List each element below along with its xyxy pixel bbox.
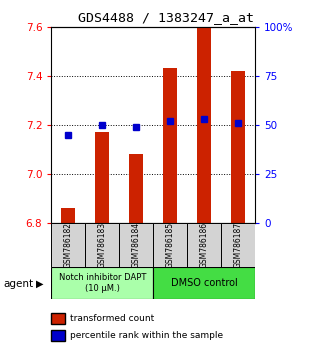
Text: GSM786185: GSM786185 [166, 222, 174, 268]
Bar [163, 68, 177, 223]
Bar [197, 27, 211, 223]
Text: GSM786182: GSM786182 [64, 222, 73, 268]
Text: GSM786187: GSM786187 [233, 222, 242, 268]
Bar [51, 267, 153, 299]
Bar [95, 132, 109, 223]
Text: percentile rank within the sample: percentile rank within the sample [70, 331, 223, 340]
Bar [119, 223, 153, 267]
Bar [129, 154, 143, 223]
Text: agent: agent [3, 279, 33, 289]
Text: DMSO control: DMSO control [170, 278, 237, 288]
Text: GSM786183: GSM786183 [98, 222, 107, 268]
Bar [153, 223, 187, 267]
Text: Notch inhibitor DAPT
(10 μM.): Notch inhibitor DAPT (10 μM.) [59, 274, 146, 293]
Bar [153, 267, 255, 299]
Bar [187, 223, 221, 267]
Text: transformed count: transformed count [70, 314, 154, 323]
Bar [51, 223, 85, 267]
Text: ▶: ▶ [36, 279, 44, 289]
Bar [62, 208, 75, 223]
Bar [231, 71, 245, 223]
Bar [221, 223, 255, 267]
Text: GSM786184: GSM786184 [132, 222, 141, 268]
Text: GDS4488 / 1383247_a_at: GDS4488 / 1383247_a_at [77, 11, 254, 24]
Bar [85, 223, 119, 267]
Text: GSM786186: GSM786186 [200, 222, 209, 268]
